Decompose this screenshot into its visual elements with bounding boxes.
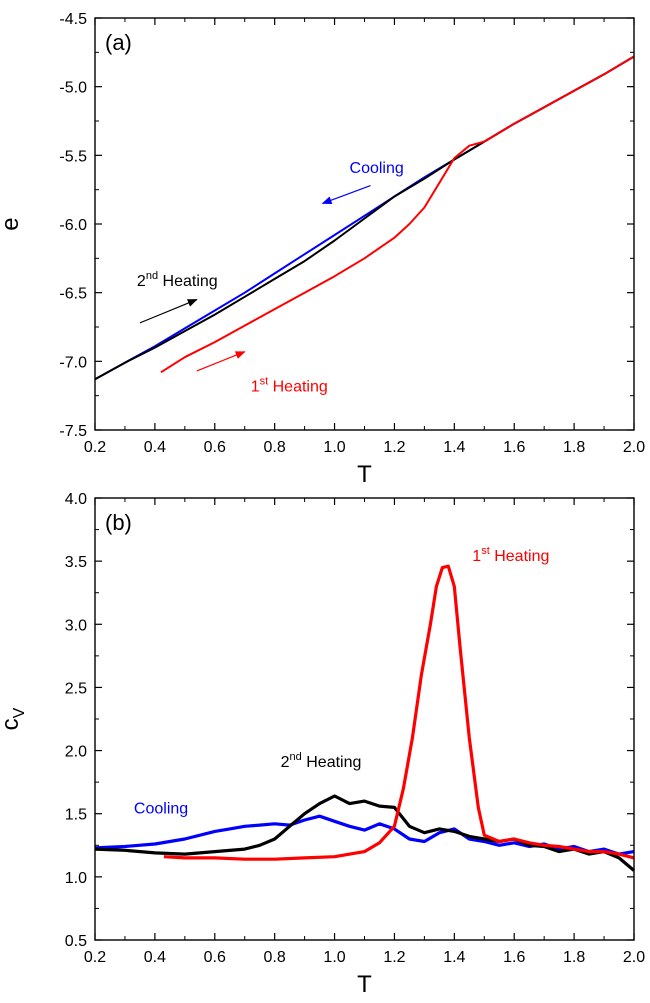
x-tick-label: 2.0: [623, 439, 645, 456]
y-tick-label: -6.0: [59, 217, 87, 234]
x-axis-label: T: [357, 971, 372, 998]
annotation-label: 1st Heating: [251, 376, 328, 396]
x-tick-label: 1.4: [443, 949, 465, 966]
annotation-arrow: [321, 184, 371, 205]
series-line-1: [94, 55, 635, 381]
x-tick-label: 1.6: [503, 949, 525, 966]
x-tick-label: 0.8: [264, 949, 286, 966]
y-axis-label-main: c: [0, 718, 24, 730]
y-axis-label-subscript: V: [11, 707, 28, 718]
annotation-label: 2nd Heating: [281, 751, 362, 771]
y-tick-label: -5.0: [59, 80, 87, 97]
y-tick-label: -4.5: [59, 11, 87, 28]
y-tick-label: 3.5: [65, 554, 87, 571]
x-tick-label: 1.8: [563, 949, 585, 966]
x-tick-label: 0.2: [84, 949, 106, 966]
annotation-text: 2: [281, 754, 290, 771]
x-tick-label: 0.8: [264, 439, 286, 456]
annotation-superscript: nd: [146, 270, 158, 282]
x-tick-label: 1.6: [503, 439, 525, 456]
panel-a: 0.2 0.4 0.6 0.8 1.0 1.2 1.4 1.6 1.8 2.0 -4.5 -5.0 -5…: [0, 11, 645, 488]
annotation-arrow: [196, 351, 246, 372]
annotation-text: 2: [137, 273, 146, 290]
annotation-label: 2nd Heating: [137, 270, 218, 290]
y-tick-label: -7.0: [59, 354, 87, 371]
panel-b: 0.2 0.4 0.6 0.8 1.0 1.2 1.4 1.6 1.8 2.0 0.5 1.0 1.5 2…: [0, 491, 645, 998]
plot-frame: [94, 497, 635, 941]
plot-frame: [94, 17, 635, 431]
x-tick-label: 0.6: [204, 439, 226, 456]
annotation-superscript: st: [481, 545, 490, 557]
y-tick-label: 2.0: [65, 744, 87, 761]
annotation-rest: Heating: [158, 273, 218, 290]
panel-label: (a): [105, 30, 132, 55]
y-axis-label: cV: [0, 707, 28, 730]
annotation-text: 1: [472, 548, 481, 565]
annotation-label: Cooling: [350, 160, 404, 177]
y-tick-label: 0.5: [65, 933, 87, 950]
annotation-rest: Heating: [268, 379, 328, 396]
y-axis-label-main: e: [0, 217, 24, 230]
x-tick-label: 0.4: [144, 949, 166, 966]
x-tick-label: 0.4: [144, 439, 166, 456]
y-tick-label: 1.0: [65, 870, 87, 887]
series-line-2: [160, 55, 635, 374]
annotation-rest: Heating: [490, 548, 550, 565]
y-tick-label: -7.5: [59, 423, 87, 440]
annotation-rest: Heating: [302, 754, 362, 771]
annotation-label: Cooling: [134, 801, 188, 818]
y-tick-label: -6.5: [59, 286, 87, 303]
series-line-1: [94, 794, 636, 872]
y-tick-label: -5.5: [59, 148, 87, 165]
annotation-text: Cooling: [350, 160, 404, 177]
annotation-arrow: [139, 298, 198, 324]
annotation-superscript: nd: [290, 751, 302, 763]
annotation-text: 1: [251, 379, 260, 396]
x-tick-label: 0.6: [204, 949, 226, 966]
x-tick-label: 1.4: [443, 439, 465, 456]
annotation-text: Cooling: [134, 801, 188, 818]
x-tick-label: 1.2: [383, 439, 405, 456]
panel-label: (b): [105, 510, 132, 535]
x-tick-label: 1.0: [323, 439, 345, 456]
x-tick-label: 1.8: [563, 439, 585, 456]
y-tick-label: 4.0: [65, 491, 87, 508]
annotation-label: 1st Heating: [472, 545, 549, 565]
x-tick-label: 1.2: [383, 949, 405, 966]
y-axis-label: e: [0, 217, 24, 230]
x-tick-label: 2.0: [623, 949, 645, 966]
x-axis-label: T: [357, 461, 372, 488]
y-tick-label: 1.5: [65, 807, 87, 824]
y-tick-label: 3.0: [65, 617, 87, 634]
y-tick-label: 2.5: [65, 680, 87, 697]
series-line-2: [163, 564, 635, 861]
x-tick-label: 0.2: [84, 439, 106, 456]
annotation-superscript: st: [260, 376, 269, 388]
x-tick-label: 1.0: [323, 949, 345, 966]
